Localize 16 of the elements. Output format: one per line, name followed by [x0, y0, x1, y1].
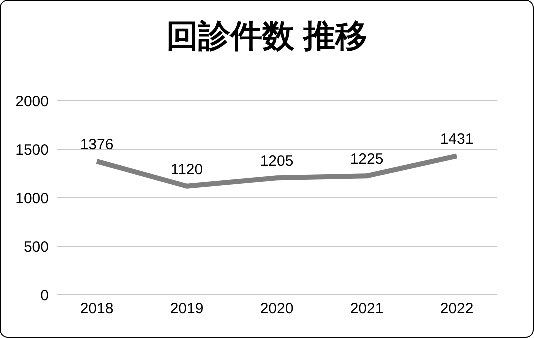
y-tick-label: 1500 — [16, 142, 49, 159]
data-label: 1431 — [440, 131, 474, 148]
y-tick-label: 1000 — [16, 190, 49, 208]
data-label: 1225 — [350, 151, 384, 168]
y-tick-label: 2000 — [16, 93, 49, 110]
data-label: 1376 — [80, 136, 114, 154]
x-tick-label: 2022 — [440, 300, 474, 318]
x-tick-label: 2021 — [350, 300, 384, 318]
x-tick-label: 2020 — [260, 300, 294, 318]
data-label: 1120 — [170, 161, 204, 178]
x-tick-label: 2019 — [170, 300, 204, 318]
y-tick-label: 500 — [24, 238, 49, 256]
chart-title: 回診件数 推移 — [166, 17, 368, 56]
data-label: 1205 — [260, 153, 294, 170]
y-tick-label: 0 — [40, 287, 49, 304]
x-tick-label: 2018 — [80, 300, 114, 318]
